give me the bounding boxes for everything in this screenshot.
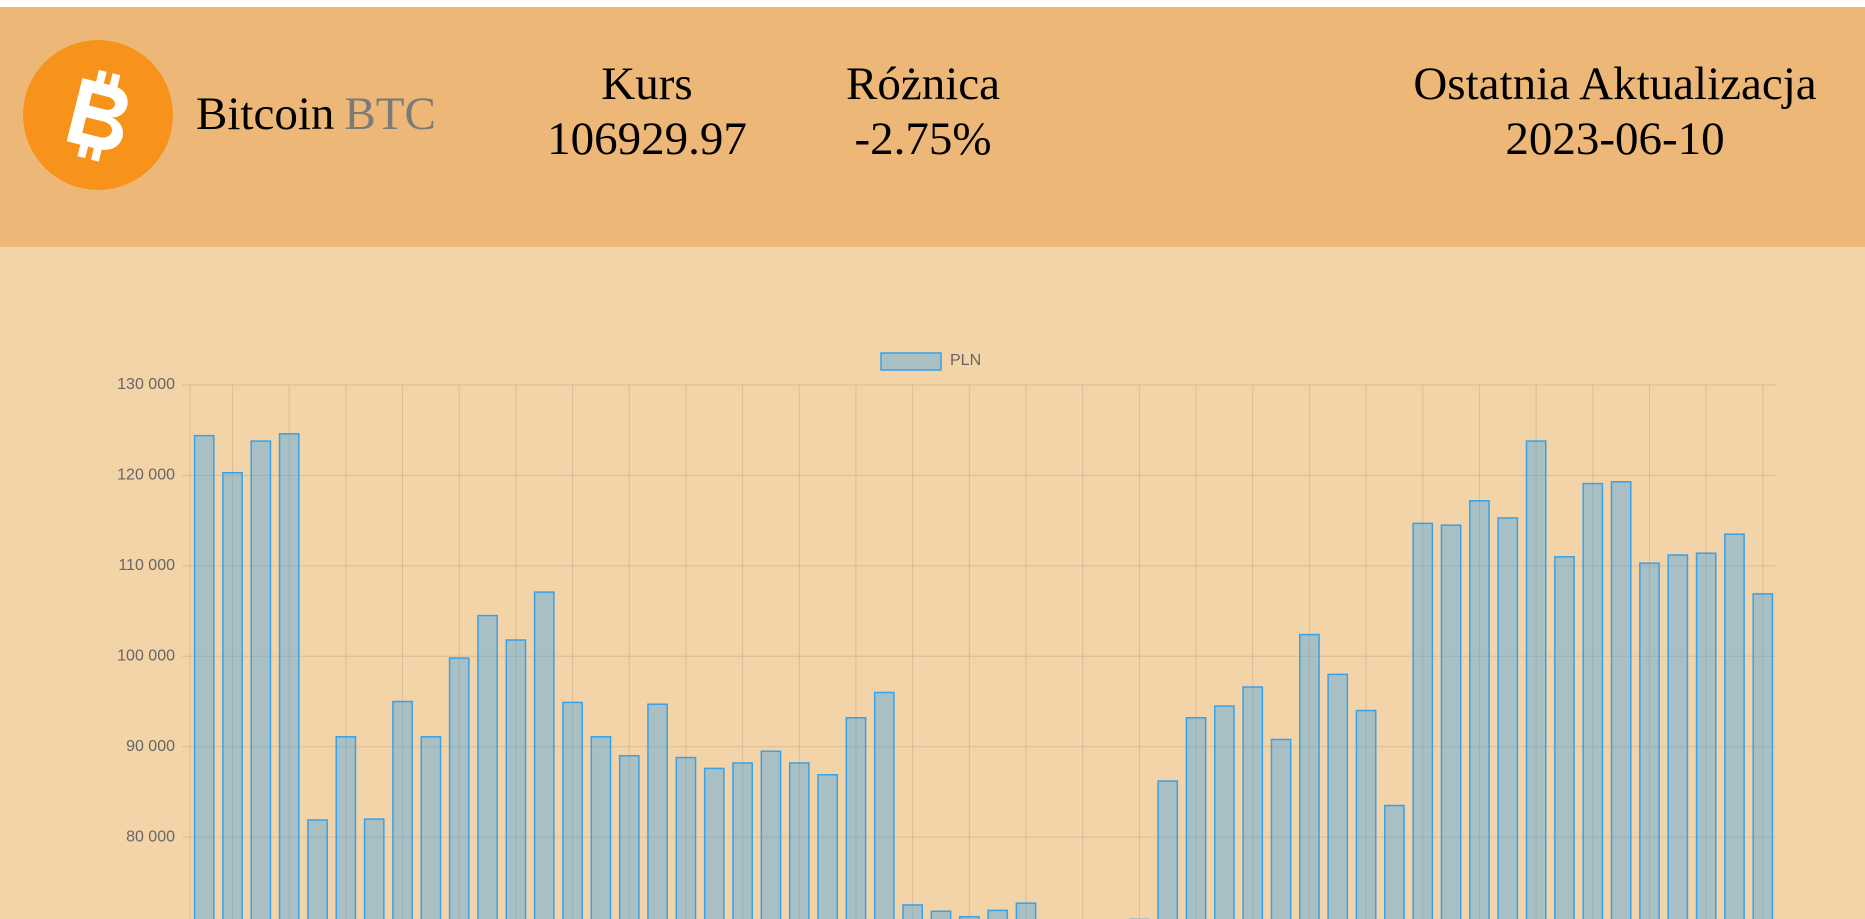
bar — [760, 750, 782, 919]
bar — [562, 701, 583, 919]
bar — [448, 657, 470, 919]
bar — [193, 434, 215, 919]
bar — [1327, 673, 1349, 919]
bar — [788, 762, 810, 919]
bar — [250, 440, 272, 919]
y-tick-label: 110 000 — [118, 557, 175, 574]
bar — [732, 762, 754, 919]
bar — [1355, 709, 1377, 919]
bar — [647, 703, 668, 919]
rate-label: Kurs — [601, 58, 693, 110]
bar — [703, 767, 725, 919]
coin-name-block: Bitcoin BTC — [196, 87, 436, 142]
y-tick-label: 90 000 — [126, 738, 175, 755]
header: Bitcoin BTC Kurs 106929.97 Różnica -2.75%… — [0, 7, 1865, 247]
bar — [533, 591, 555, 919]
update-value: 2023-06-10 — [1505, 113, 1725, 165]
bar — [618, 755, 640, 919]
bar — [1497, 517, 1519, 919]
bar — [987, 909, 1009, 919]
y-tick-label: 80 000 — [126, 828, 175, 845]
coin-name: Bitcoin — [196, 88, 335, 140]
bar — [1270, 738, 1292, 919]
change-block: Różnica -2.75% — [823, 57, 1023, 167]
legend-label: PLN — [950, 352, 981, 369]
bar — [1639, 562, 1660, 919]
bar — [1157, 780, 1179, 919]
y-tick-label: 130 000 — [117, 376, 175, 393]
bar — [590, 736, 612, 919]
bar — [1299, 633, 1320, 919]
bar — [420, 736, 442, 919]
coin-symbol: BTC — [344, 88, 436, 140]
bar — [1554, 556, 1575, 919]
bar — [1724, 533, 1745, 919]
bar — [1667, 554, 1689, 919]
bar — [477, 614, 498, 919]
bar — [363, 818, 385, 919]
bar — [307, 819, 328, 919]
bar — [1525, 440, 1547, 919]
bar — [1582, 482, 1604, 919]
update-label: Ostatnia Aktualizacja — [1413, 58, 1817, 110]
bar — [1440, 524, 1462, 919]
bar — [1015, 902, 1037, 919]
bar — [675, 756, 697, 919]
bar — [278, 433, 300, 919]
y-tick-label: 120 000 — [117, 467, 175, 484]
rate-value: 106929.97 — [547, 113, 747, 165]
bar — [817, 773, 839, 919]
update-block: Ostatnia Aktualizacja 2023-06-10 — [1385, 57, 1845, 167]
bar — [1469, 499, 1490, 919]
bar — [873, 691, 895, 919]
bar — [1412, 522, 1434, 919]
bar — [930, 910, 952, 919]
change-label: Różnica — [846, 58, 1000, 110]
bar — [845, 717, 867, 919]
bar — [392, 700, 413, 919]
top-border — [0, 0, 1865, 7]
bar — [1185, 717, 1207, 919]
bar — [1213, 705, 1235, 919]
bitcoin-logo — [23, 40, 173, 190]
bar — [1384, 804, 1405, 919]
bar — [1610, 481, 1632, 919]
bar — [222, 471, 243, 919]
bar — [1752, 593, 1774, 919]
rate-block: Kurs 106929.97 — [547, 57, 747, 167]
bar — [1695, 552, 1717, 919]
bar — [505, 639, 527, 919]
y-tick-label: 100 000 — [117, 648, 175, 665]
bar — [902, 904, 924, 919]
bar — [958, 915, 980, 919]
bar — [335, 736, 357, 919]
bar — [1242, 686, 1264, 919]
change-value: -2.75% — [854, 113, 992, 165]
legend-swatch — [880, 352, 942, 371]
